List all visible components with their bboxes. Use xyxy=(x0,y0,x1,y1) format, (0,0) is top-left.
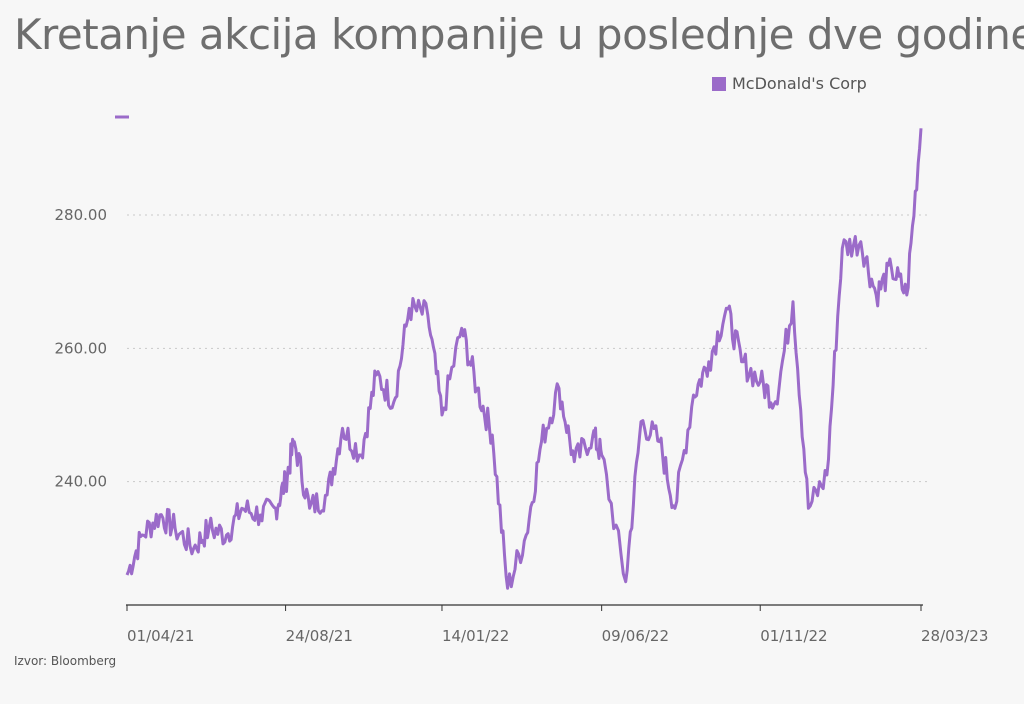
legend: McDonald's Corp xyxy=(712,74,867,93)
series-line-mcdonalds xyxy=(125,128,923,590)
x-tick-label: 01/11/22 xyxy=(760,627,827,645)
x-tick-label: 01/04/21 xyxy=(127,627,194,645)
x-tick-label: 09/06/22 xyxy=(602,627,669,645)
y-tick-label: 280.00 xyxy=(55,206,108,224)
y-tick-label: 260.00 xyxy=(55,339,108,357)
chart-title: Kretanje akcija kompanije u poslednje dv… xyxy=(14,10,1024,59)
x-tick-label: 14/01/22 xyxy=(442,627,509,645)
legend-swatch xyxy=(712,76,726,91)
legend-label: McDonald's Corp xyxy=(732,74,867,93)
x-tick-label: 24/08/21 xyxy=(286,627,353,645)
x-tick-label: 28/03/23 xyxy=(921,627,988,645)
source-note: Izvor: Bloomberg xyxy=(14,654,117,668)
y-tick-label: 240.00 xyxy=(55,473,108,491)
